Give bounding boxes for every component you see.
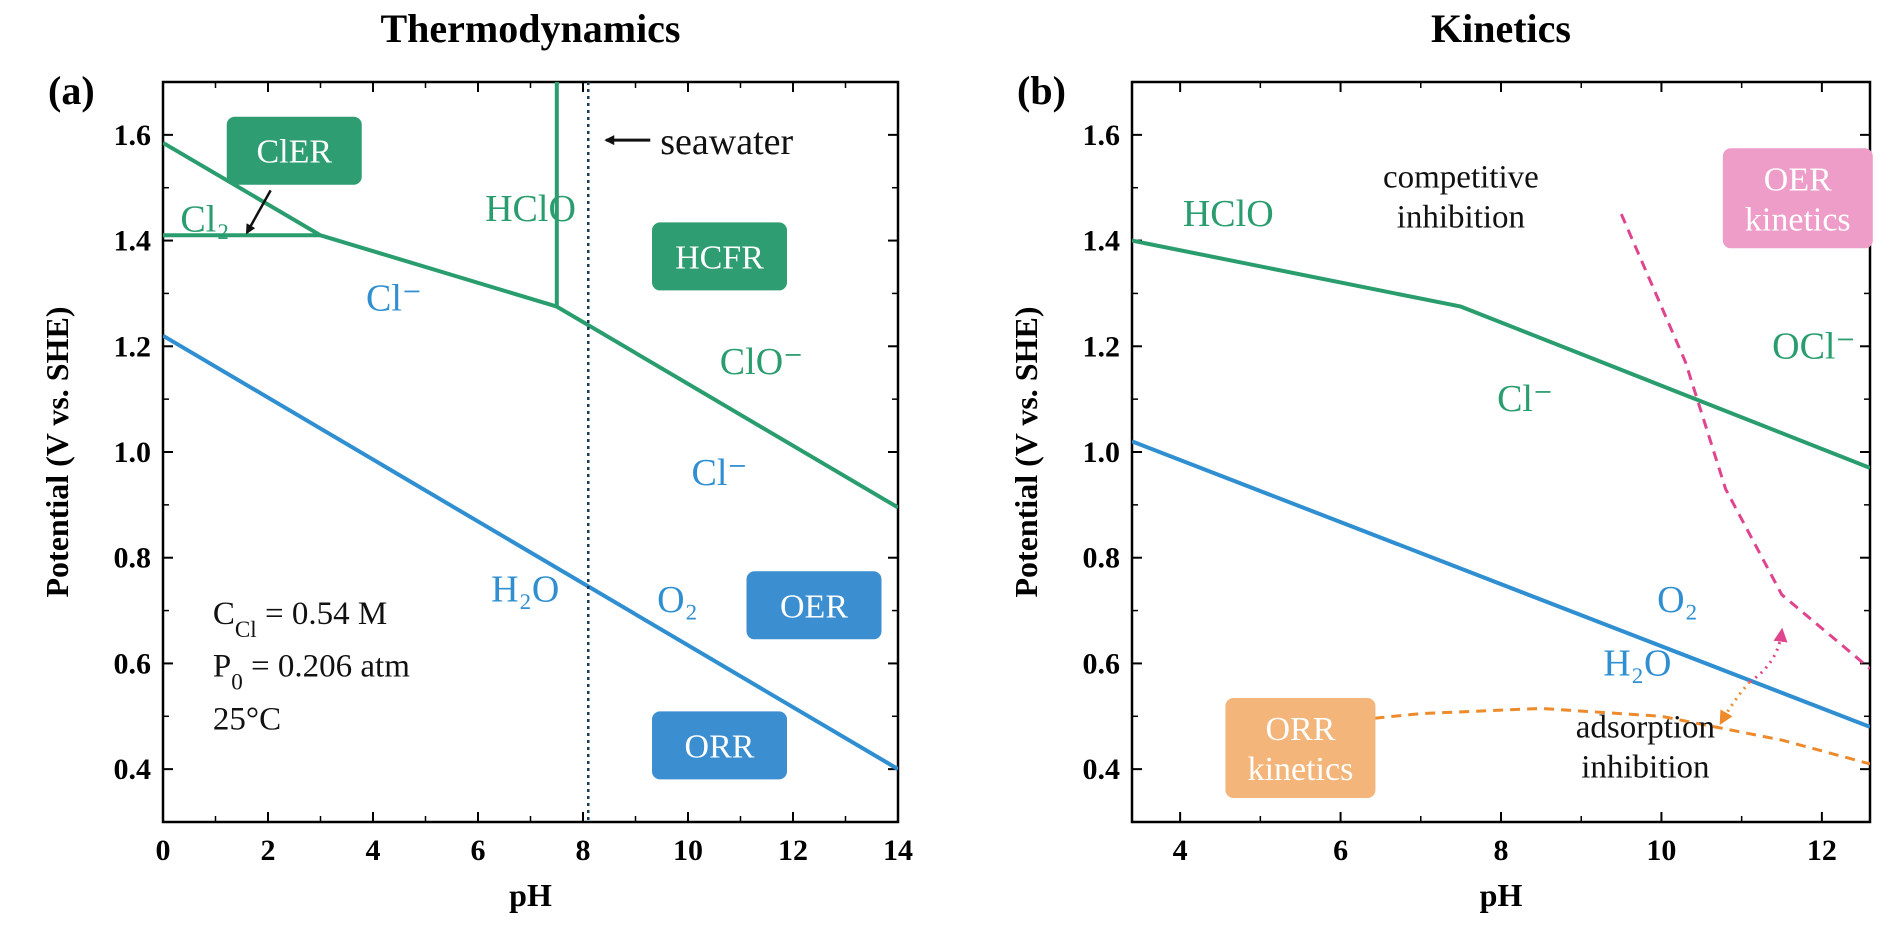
cl2-arrow (245, 189, 272, 235)
label-box-text: HCFR (675, 239, 764, 276)
region-label-1: Cl⁻ (366, 278, 422, 320)
condition-annotation-2: 25°C (213, 702, 281, 738)
label-box-text: ORR (685, 728, 755, 765)
y-tick-label: 1.0 (1083, 436, 1121, 469)
x-tick-label: 10 (673, 834, 703, 867)
y-axis-label: Potential (V vs. SHE) (1008, 307, 1044, 598)
region-label-1: OCl⁻ (1772, 325, 1855, 367)
x-tick-label: 12 (778, 834, 808, 867)
region-label-4: H₂O (491, 568, 559, 610)
y-tick-label: 1.6 (1083, 119, 1121, 152)
x-axis-label: pH (1480, 877, 1523, 913)
region-label-3: O₂ (1657, 579, 1698, 621)
series-line-green-0 (163, 141, 898, 510)
label-box-bg (652, 711, 787, 780)
y-tick-label: 1.4 (1083, 225, 1121, 258)
label-box-3: ORR (652, 711, 787, 780)
plot-area (1132, 213, 1870, 766)
y-tick-label: 1.2 (114, 330, 152, 363)
x-tick-label: 6 (1333, 834, 1348, 867)
region-label-0: HClO (1183, 193, 1274, 235)
x-tick-label: 8 (1494, 834, 1509, 867)
series-line-pink-2 (1619, 213, 1870, 670)
region-label-2: Cl⁻ (1497, 378, 1553, 420)
region-label-0: HClO (485, 188, 576, 230)
panel-label: (b) (1017, 68, 1066, 113)
label-box-bg (746, 571, 882, 640)
y-tick-label: 1.0 (114, 436, 152, 469)
y-tick-label: 0.4 (114, 753, 152, 786)
inhibition-annotation-1: inhibition (1581, 749, 1709, 785)
y-tick-label: 0.6 (114, 647, 152, 680)
label-box-2: OER (746, 571, 882, 640)
panel-a: Thermodynamics (a) 0 2 4 6 8 10 12 14 0.4 0.6 0.8 1.0… (39, 6, 913, 913)
x-tick-label: 12 (1807, 834, 1837, 867)
panel-b: Kinetics (b) 4 6 8 10 12 0.4 0.6 0.8 1.0 1.2 1.4 1.6 p… (1008, 6, 1873, 913)
y-tick-label: 1.6 (114, 119, 152, 152)
label-box-text: OER (780, 588, 848, 625)
x-tick-label: 6 (471, 834, 486, 867)
series-line-blue-3 (163, 333, 898, 771)
label-box-bg (1225, 698, 1376, 798)
y-tick-label: 0.8 (1083, 542, 1121, 575)
chart-title: Thermodynamics (381, 6, 681, 51)
x-tick-label: 4 (1173, 834, 1188, 867)
plot-area (163, 82, 898, 822)
series-line-orange-3 (1340, 706, 1870, 766)
label-box-text: ClER (256, 134, 332, 171)
y-tick-label: 0.4 (1083, 753, 1121, 786)
label-box-1: HCFR (652, 222, 787, 291)
x-tick-label: 2 (261, 834, 276, 867)
x-tick-label: 10 (1646, 834, 1676, 867)
label-box-text: OER (1764, 161, 1832, 198)
label-box-bg (1722, 148, 1873, 249)
x-tick-label: 4 (366, 834, 381, 867)
chart-title: Kinetics (1431, 6, 1571, 51)
region-label-3: Cl⁻ (692, 452, 748, 494)
inhibition-annotation-0: competitive (1383, 160, 1539, 196)
region-label-6: Cl₂ (180, 198, 229, 240)
pink-inhibition-arrow (1748, 627, 1788, 684)
label-box-text: ORR (1265, 711, 1335, 748)
label-box-bg (652, 222, 787, 291)
panel-label: (a) (48, 68, 95, 113)
x-axis-label: pH (509, 877, 552, 913)
orange-inhibition-arrow (1719, 680, 1751, 726)
x-tick-label: 0 (156, 834, 171, 867)
y-tick-label: 1.2 (1083, 330, 1121, 363)
region-label-4: H₂O (1603, 642, 1671, 684)
y-tick-label: 0.8 (114, 542, 152, 575)
y-axis-label: Potential (V vs. SHE) (39, 307, 75, 598)
x-tick-label: 14 (883, 834, 913, 867)
inhibition-annotation-0: inhibition (1397, 200, 1525, 236)
label-box-0: ClER (226, 116, 362, 185)
seawater-label: seawater (660, 121, 793, 163)
label-box-text: kinetics (1248, 751, 1354, 788)
inhibition-annotation-1: adsorption (1576, 709, 1715, 745)
label-box-bg (226, 116, 362, 185)
x-tick-label: 8 (576, 834, 591, 867)
region-label-2: ClO⁻ (720, 341, 803, 383)
label-box-text: kinetics (1745, 201, 1851, 238)
region-label-5: O₂ (657, 579, 698, 621)
series-line-blue-1 (1132, 439, 1870, 729)
condition-annotation-1: P0 = 0.206 atm (213, 649, 410, 695)
condition-annotation-0: CCl = 0.54 M (213, 596, 387, 642)
y-tick-label: 1.4 (114, 225, 152, 258)
y-tick-label: 0.6 (1083, 647, 1121, 680)
series-line-green-0 (1132, 238, 1870, 470)
